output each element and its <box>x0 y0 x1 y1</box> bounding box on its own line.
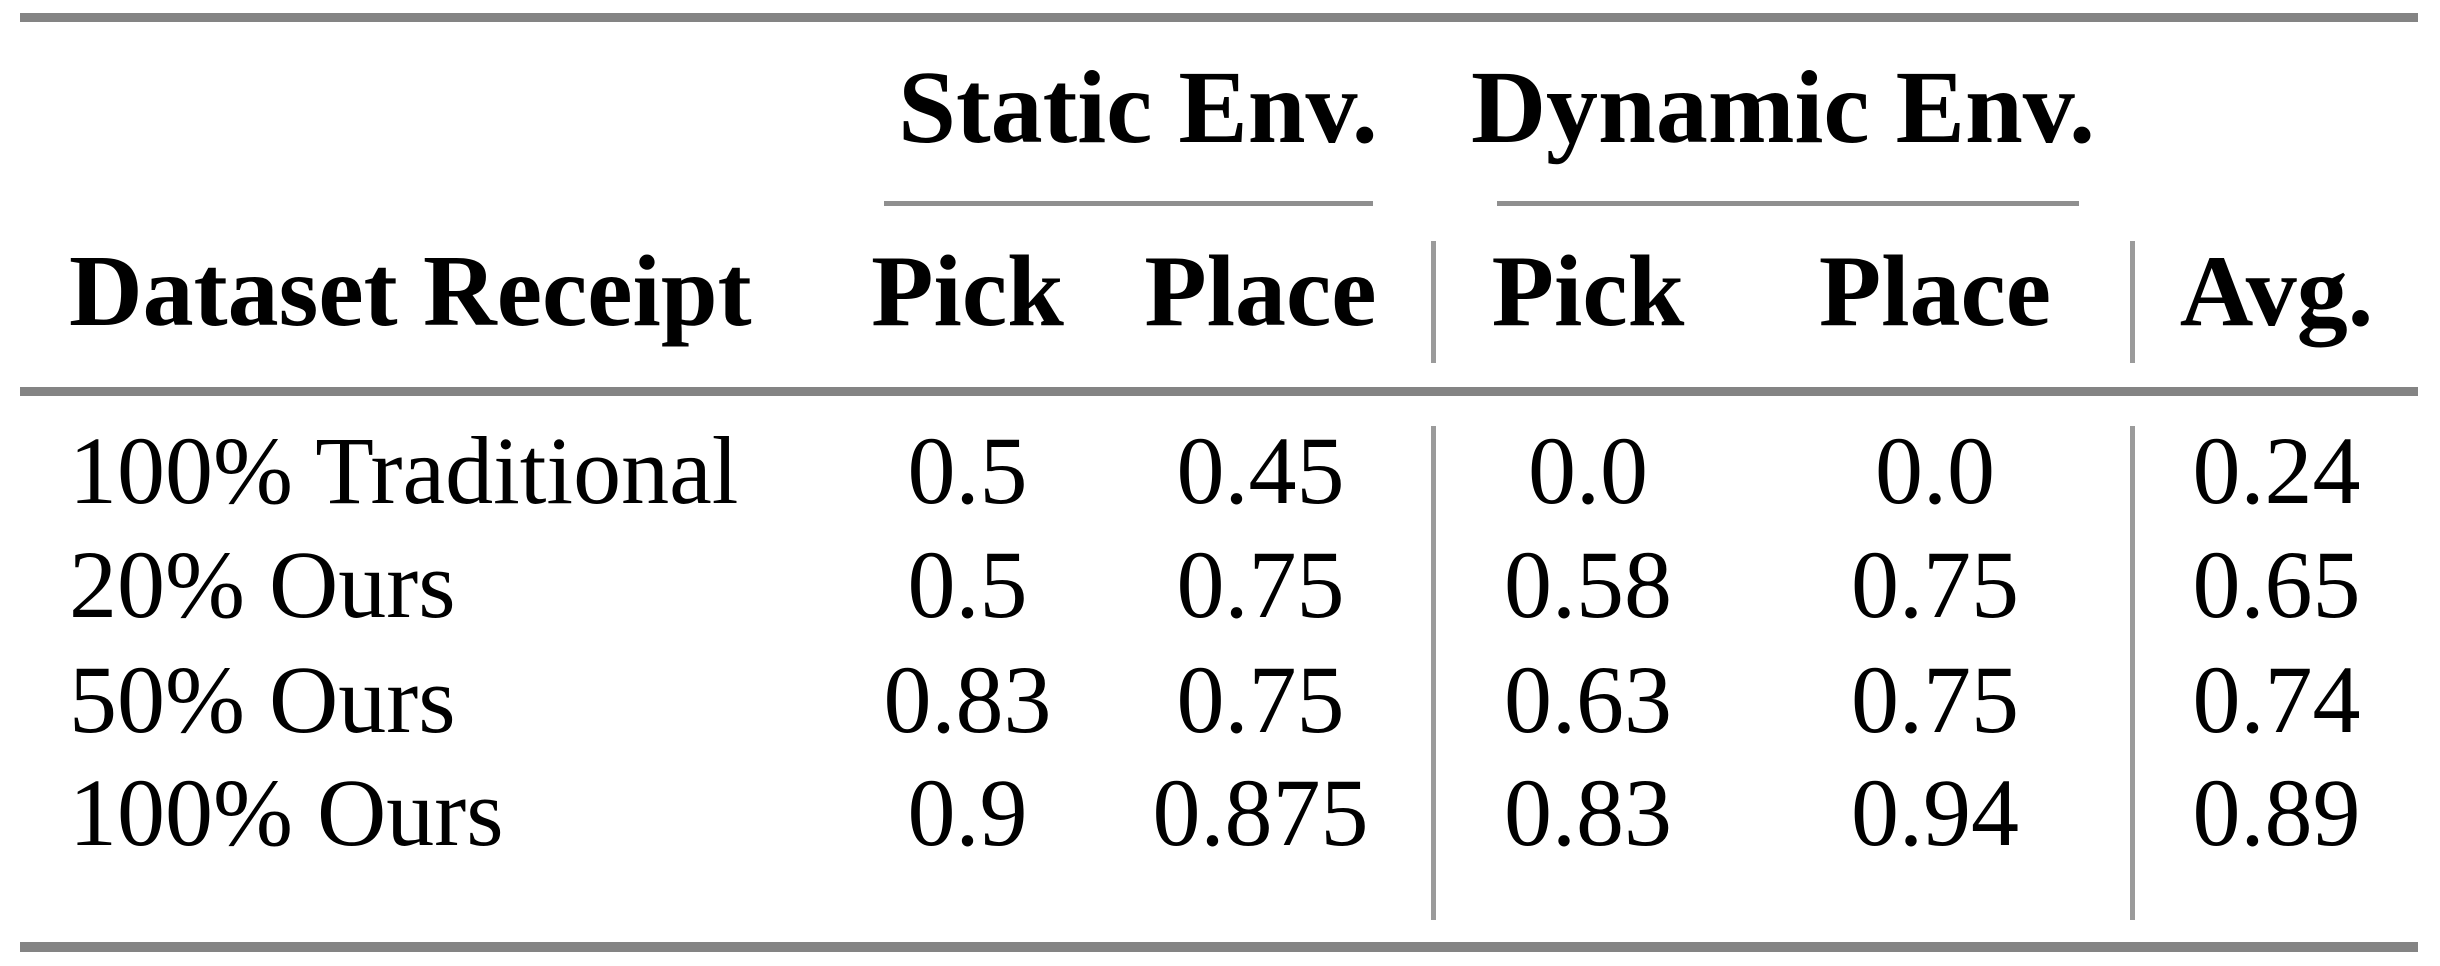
group-header-static-env: Static Env. <box>898 50 1378 165</box>
row-label: 50% Ours <box>69 646 456 753</box>
row-label: 20% Ours <box>69 531 456 638</box>
row-label: 100% Traditional <box>69 417 739 524</box>
cell-dynamic-place: 0.0 <box>1875 417 1995 524</box>
cell-dynamic-place: 0.94 <box>1851 759 2019 866</box>
row-label: 100% Ours <box>69 759 504 866</box>
column-header-avg: Avg. <box>2179 235 2374 348</box>
cell-static-pick: 0.5 <box>907 531 1028 638</box>
cell-avg: 0.89 <box>2192 759 2361 866</box>
cell-static-place: 0.875 <box>1152 759 1369 866</box>
cell-dynamic-pick: 0.83 <box>1504 759 1672 866</box>
dynamic-env-underline-rule <box>1497 201 2079 206</box>
cell-static-pick: 0.83 <box>883 646 1052 753</box>
column-header-static-pick: Pick <box>871 235 1064 348</box>
column-header-static-place: Place <box>1144 235 1377 348</box>
static-env-underline-rule <box>884 201 1373 206</box>
table-bottom-rule <box>20 942 2418 952</box>
header-vertical-separator-1 <box>1431 241 1436 363</box>
cell-dynamic-pick: 0.63 <box>1504 646 1672 753</box>
cell-static-pick: 0.9 <box>907 759 1028 866</box>
header-vertical-separator-2 <box>2130 241 2135 363</box>
body-vertical-separator-2 <box>2130 426 2135 920</box>
cell-dynamic-pick: 0.58 <box>1504 531 1672 638</box>
group-header-dynamic-env: Dynamic Env. <box>1470 50 2096 165</box>
cell-dynamic-place: 0.75 <box>1851 646 2019 753</box>
table-top-rule <box>20 13 2418 22</box>
cell-avg: 0.24 <box>2192 417 2361 524</box>
cell-avg: 0.65 <box>2192 531 2361 638</box>
cell-dynamic-pick: 0.0 <box>1528 417 1648 524</box>
cell-avg: 0.74 <box>2192 646 2361 753</box>
body-vertical-separator-1 <box>1431 426 1436 920</box>
cell-dynamic-place: 0.75 <box>1851 531 2019 638</box>
column-header-dynamic-place: Place <box>1818 235 2052 348</box>
cell-static-place: 0.75 <box>1176 646 1345 753</box>
cell-static-place: 0.45 <box>1176 417 1345 524</box>
column-header-dataset-receipt: Dataset Receipt <box>69 235 752 348</box>
cell-static-place: 0.75 <box>1176 531 1345 638</box>
table-header-rule <box>20 387 2418 396</box>
column-header-dynamic-pick: Pick <box>1491 235 1685 348</box>
cell-static-pick: 0.5 <box>907 417 1028 524</box>
